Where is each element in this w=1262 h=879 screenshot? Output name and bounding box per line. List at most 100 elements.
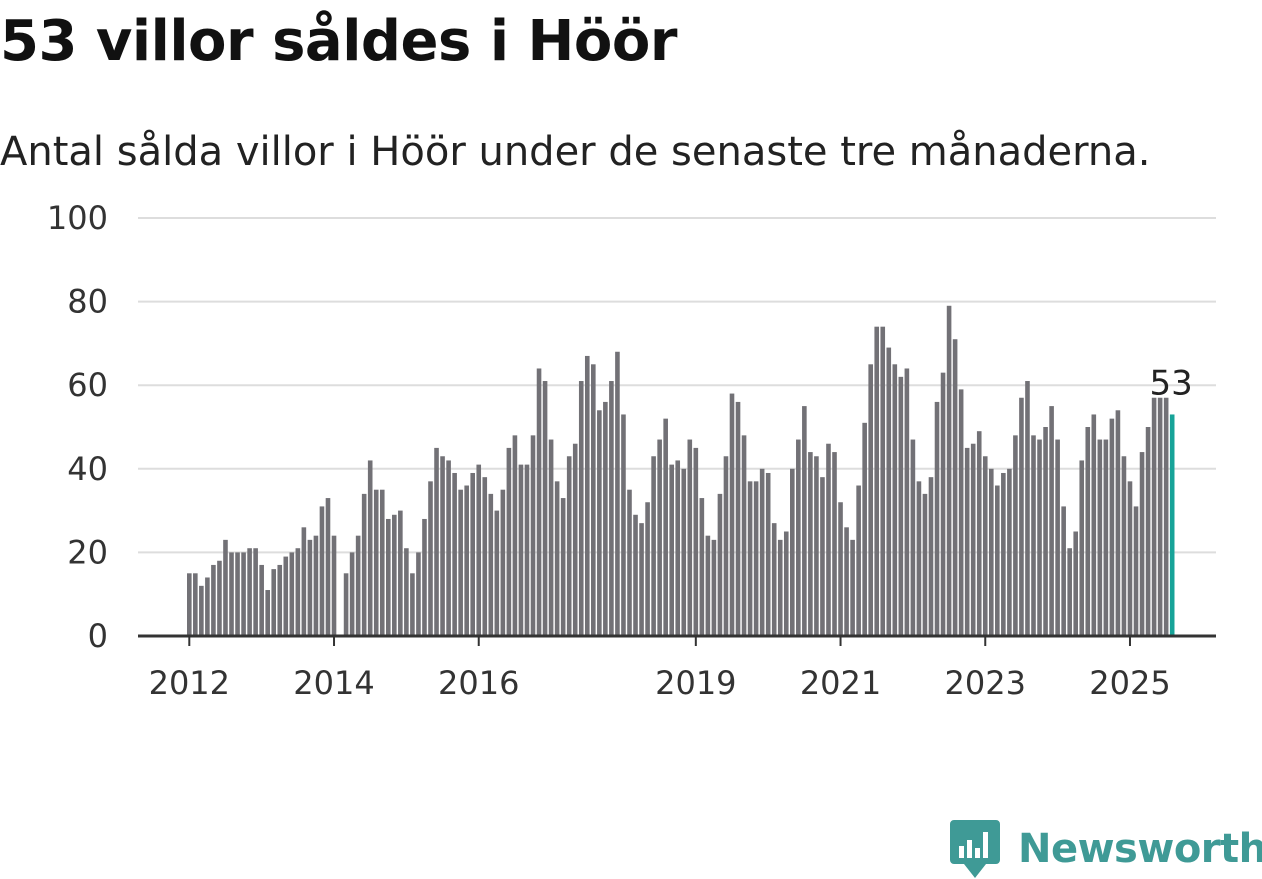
bar (729, 393, 735, 636)
bar (609, 381, 614, 636)
bar (958, 389, 964, 636)
bar (717, 493, 723, 636)
bar (892, 364, 898, 636)
bar (964, 447, 970, 636)
bar (554, 481, 560, 636)
x-tick-label: 2012 (149, 664, 230, 702)
chart-subtitle: Antal sålda villor i Höör under de senas… (0, 129, 1151, 175)
x-tick-label: 2019 (655, 664, 736, 702)
bar (1115, 410, 1121, 636)
bar (343, 573, 349, 636)
bar (952, 339, 958, 636)
bar (1097, 439, 1103, 636)
bar (928, 477, 934, 636)
newsworthy-logo-text: Newsworthy (1018, 826, 1262, 872)
bar (361, 493, 367, 636)
bar (229, 552, 234, 636)
bar (741, 435, 747, 636)
bar (976, 431, 982, 636)
bar (193, 573, 198, 636)
bar (265, 590, 270, 636)
bar (862, 422, 867, 636)
bar (1109, 418, 1115, 636)
bar (211, 564, 216, 636)
bar (1055, 439, 1060, 636)
y-tick-label: 20 (67, 533, 108, 571)
bar (313, 535, 319, 636)
bar (373, 489, 379, 636)
bar (747, 481, 753, 636)
bar (235, 552, 240, 636)
bar (542, 381, 548, 636)
bar (934, 401, 940, 636)
y-tick-label: 40 (67, 450, 108, 488)
bar (603, 401, 608, 636)
bar (283, 556, 289, 636)
bar (259, 564, 264, 636)
bar (856, 485, 861, 636)
bar (464, 485, 469, 636)
bar (1151, 397, 1157, 636)
bar (814, 456, 819, 636)
bar (591, 364, 596, 636)
y-axis-labels: 0 20 40 60 80 100 (47, 199, 108, 655)
bar (1103, 439, 1109, 636)
bar (578, 381, 584, 636)
bar (1007, 468, 1012, 636)
bar (880, 326, 886, 636)
bar (1079, 460, 1085, 636)
highlight-value-label: 53 (1150, 363, 1193, 403)
bar (404, 548, 409, 636)
bar (536, 368, 542, 636)
bar (584, 355, 590, 636)
bar (1091, 414, 1097, 636)
bar (940, 372, 946, 636)
bar (723, 456, 729, 636)
bar (874, 326, 880, 636)
bar (1163, 397, 1169, 636)
bar (675, 460, 681, 636)
bar (771, 523, 777, 636)
bar (790, 468, 795, 636)
bar (693, 447, 699, 636)
bar (446, 460, 451, 636)
x-axis-ticks: 2012 2014 2016 2019 2021 2023 2025 (149, 636, 1171, 702)
bar (886, 347, 892, 636)
bar (1157, 397, 1163, 636)
bar (657, 439, 662, 636)
bar (681, 468, 687, 636)
bar (440, 456, 445, 636)
x-tick-label: 2023 (945, 664, 1026, 702)
bar (1025, 381, 1030, 636)
bar (1133, 506, 1139, 636)
bar (615, 351, 620, 636)
bar (398, 510, 403, 636)
bar (1049, 406, 1054, 636)
bar (796, 439, 801, 636)
bar (1043, 427, 1048, 636)
bar (301, 527, 307, 636)
bar (349, 552, 355, 636)
bar (470, 472, 476, 636)
x-tick-label: 2025 (1089, 664, 1170, 702)
bar (1127, 481, 1133, 636)
bar (988, 468, 994, 636)
bar (434, 447, 439, 636)
bar (1073, 531, 1079, 636)
bar (223, 539, 228, 636)
bar (325, 498, 331, 636)
bar (367, 460, 373, 636)
bar (277, 564, 283, 636)
newsworthy-logo-icon (950, 820, 1000, 878)
bar (307, 539, 313, 636)
bar (1019, 397, 1024, 636)
bar (910, 439, 916, 636)
bar (844, 527, 849, 636)
y-tick-label: 0 (88, 617, 108, 655)
bar (808, 452, 813, 636)
bar (820, 477, 825, 636)
bar (946, 305, 952, 636)
bar-chart: 0 20 40 60 80 100 2012 2014 2016 2019 2021 2023 202… (47, 199, 1216, 702)
bar (217, 560, 222, 636)
bar (838, 502, 843, 636)
